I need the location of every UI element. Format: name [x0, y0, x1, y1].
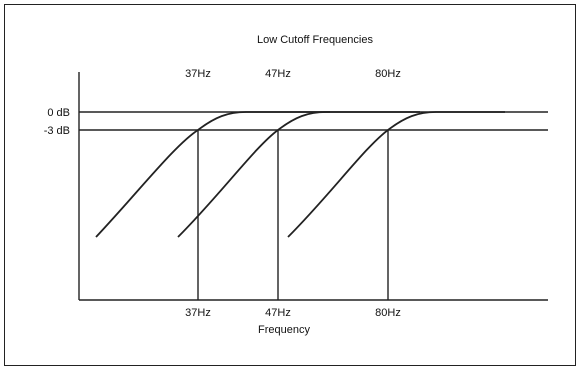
- cutoff-top-label-37hz: 37Hz: [185, 68, 211, 80]
- cutoff-bottom-label-37hz: 37Hz: [185, 307, 211, 319]
- x-axis-label: Frequency: [258, 324, 310, 336]
- diagram-title: Low Cutoff Frequencies: [257, 34, 373, 46]
- cutoff-top-label-80hz: 80Hz: [375, 68, 401, 80]
- rolloff-curve-37hz: [95, 111, 330, 238]
- rolloff-curve-47hz: [177, 111, 420, 238]
- cutoff-top-label-47hz: 47Hz: [265, 68, 291, 80]
- diagram-frame: [4, 4, 576, 366]
- level-label-3db: -3 dB: [44, 125, 70, 137]
- rolloff-curve-80hz: [287, 111, 505, 238]
- cutoff-bottom-label-47hz: 47Hz: [265, 307, 291, 319]
- level-label-0db: 0 dB: [47, 107, 70, 119]
- cutoff-bottom-label-80hz: 80Hz: [375, 307, 401, 319]
